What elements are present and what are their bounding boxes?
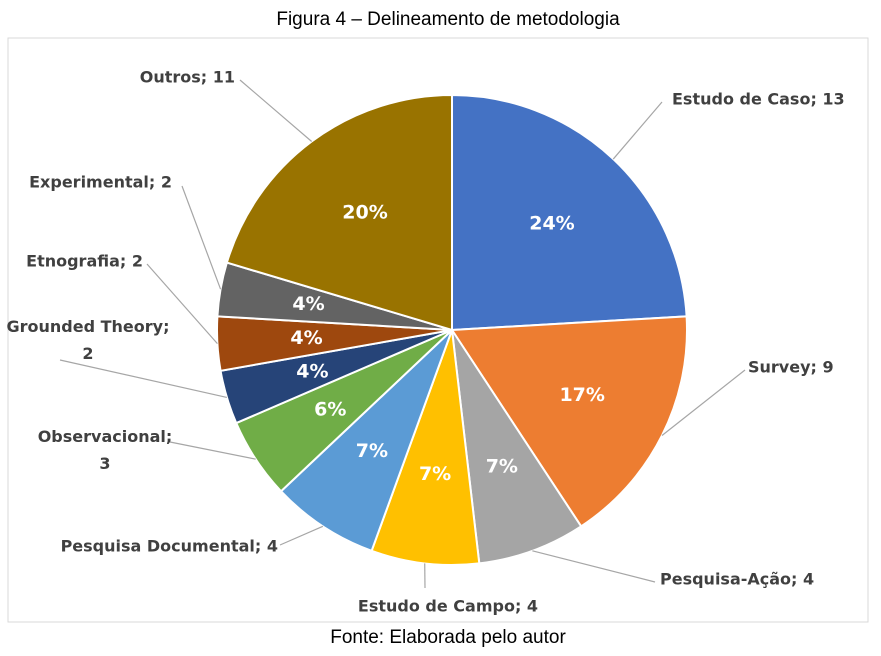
percent-label: 17% [559, 384, 604, 406]
chart-title: Figura 4 – Delineamento de metodologia [276, 9, 620, 30]
slice-label: Grounded Theory;2 [7, 317, 170, 363]
slice-label: Survey; 9 [748, 358, 834, 377]
percent-label: 7% [419, 463, 451, 485]
percent-label: 7% [356, 440, 388, 462]
leader-line [240, 80, 312, 142]
caption: Fonte: Elaborada pelo autor [330, 627, 566, 648]
slice-label: Experimental; 2 [29, 173, 172, 192]
leader-line [613, 102, 662, 159]
slice-label: Observacional;3 [38, 427, 173, 473]
slice-label: Pesquisa Documental; 4 [61, 537, 278, 556]
slice-label: Estudo de Campo; 4 [358, 597, 538, 616]
slice-label: Estudo de Caso; 13 [672, 90, 845, 109]
percent-label: 6% [314, 399, 346, 421]
percent-label: 4% [292, 293, 324, 315]
slice-label: Pesquisa-Ação; 4 [660, 570, 814, 589]
percent-label: 7% [486, 455, 518, 477]
percent-label: 24% [529, 213, 574, 235]
leader-line [532, 551, 655, 582]
leader-line [170, 442, 256, 459]
leader-line [182, 186, 221, 289]
percent-label: 20% [342, 202, 387, 224]
percent-label: 4% [290, 327, 322, 349]
leader-line [280, 526, 323, 545]
leader-line [60, 360, 227, 397]
slice-label: Outros; 11 [140, 68, 235, 87]
slice-label: Etnografia; 2 [26, 252, 143, 271]
percent-label: 4% [296, 360, 328, 382]
